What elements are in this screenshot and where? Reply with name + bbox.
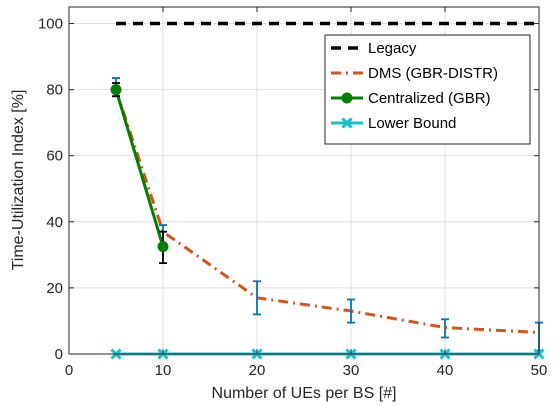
data-point xyxy=(110,84,122,96)
legend-item: Legacy xyxy=(331,40,417,57)
series-line xyxy=(114,89,540,335)
error-bar xyxy=(253,280,261,316)
y-tick-label: 60 xyxy=(46,148,63,165)
legend-label: Legacy xyxy=(368,40,417,57)
y-tick-label: 20 xyxy=(46,280,63,297)
y-axis-label: Time-Utilization Index [%] xyxy=(10,90,27,271)
y-tick-label: 80 xyxy=(46,82,63,99)
series-line xyxy=(114,89,165,248)
x-tick-label: 0 xyxy=(65,362,73,379)
legend-item: Lower Bound xyxy=(331,115,456,132)
series-centralized-gbr xyxy=(110,82,169,265)
error-bar xyxy=(441,318,449,339)
data-point xyxy=(157,241,169,253)
axes: 0 10 20 30 40 50 0 20 40 60 80 100 xyxy=(38,7,547,379)
x-tick-label: 30 xyxy=(343,362,360,379)
y-tick-label: 40 xyxy=(46,214,63,231)
y-tick-label: 0 xyxy=(55,346,63,363)
legend-marker xyxy=(341,92,353,104)
x-tick-label: 10 xyxy=(155,362,172,379)
error-bar xyxy=(347,298,355,324)
x-axis-label: Number of UEs per BS [#] xyxy=(212,385,397,402)
x-tick-label: 20 xyxy=(249,362,266,379)
legend-item: DMS (GBR-DISTR) xyxy=(331,65,498,82)
plot-frame xyxy=(68,6,540,355)
series-dms-gbr-distr xyxy=(112,77,543,352)
y-tick-label: 100 xyxy=(38,16,63,33)
legend-marker xyxy=(341,117,353,129)
legend-label: Lower Bound xyxy=(368,115,456,132)
x-tick-label: 50 xyxy=(531,362,548,379)
legend: Legacy DMS (GBR-DISTR) Centralized (GBR) Lo… xyxy=(324,34,531,145)
legend-item: Centralized (GBR) xyxy=(331,90,491,107)
x-tick-label: 40 xyxy=(437,362,454,379)
legend-label: DMS (GBR-DISTR) xyxy=(368,65,498,82)
legend-label: Centralized (GBR) xyxy=(368,90,491,107)
legend-box xyxy=(324,34,531,145)
legend-marker-stroke xyxy=(341,117,353,129)
